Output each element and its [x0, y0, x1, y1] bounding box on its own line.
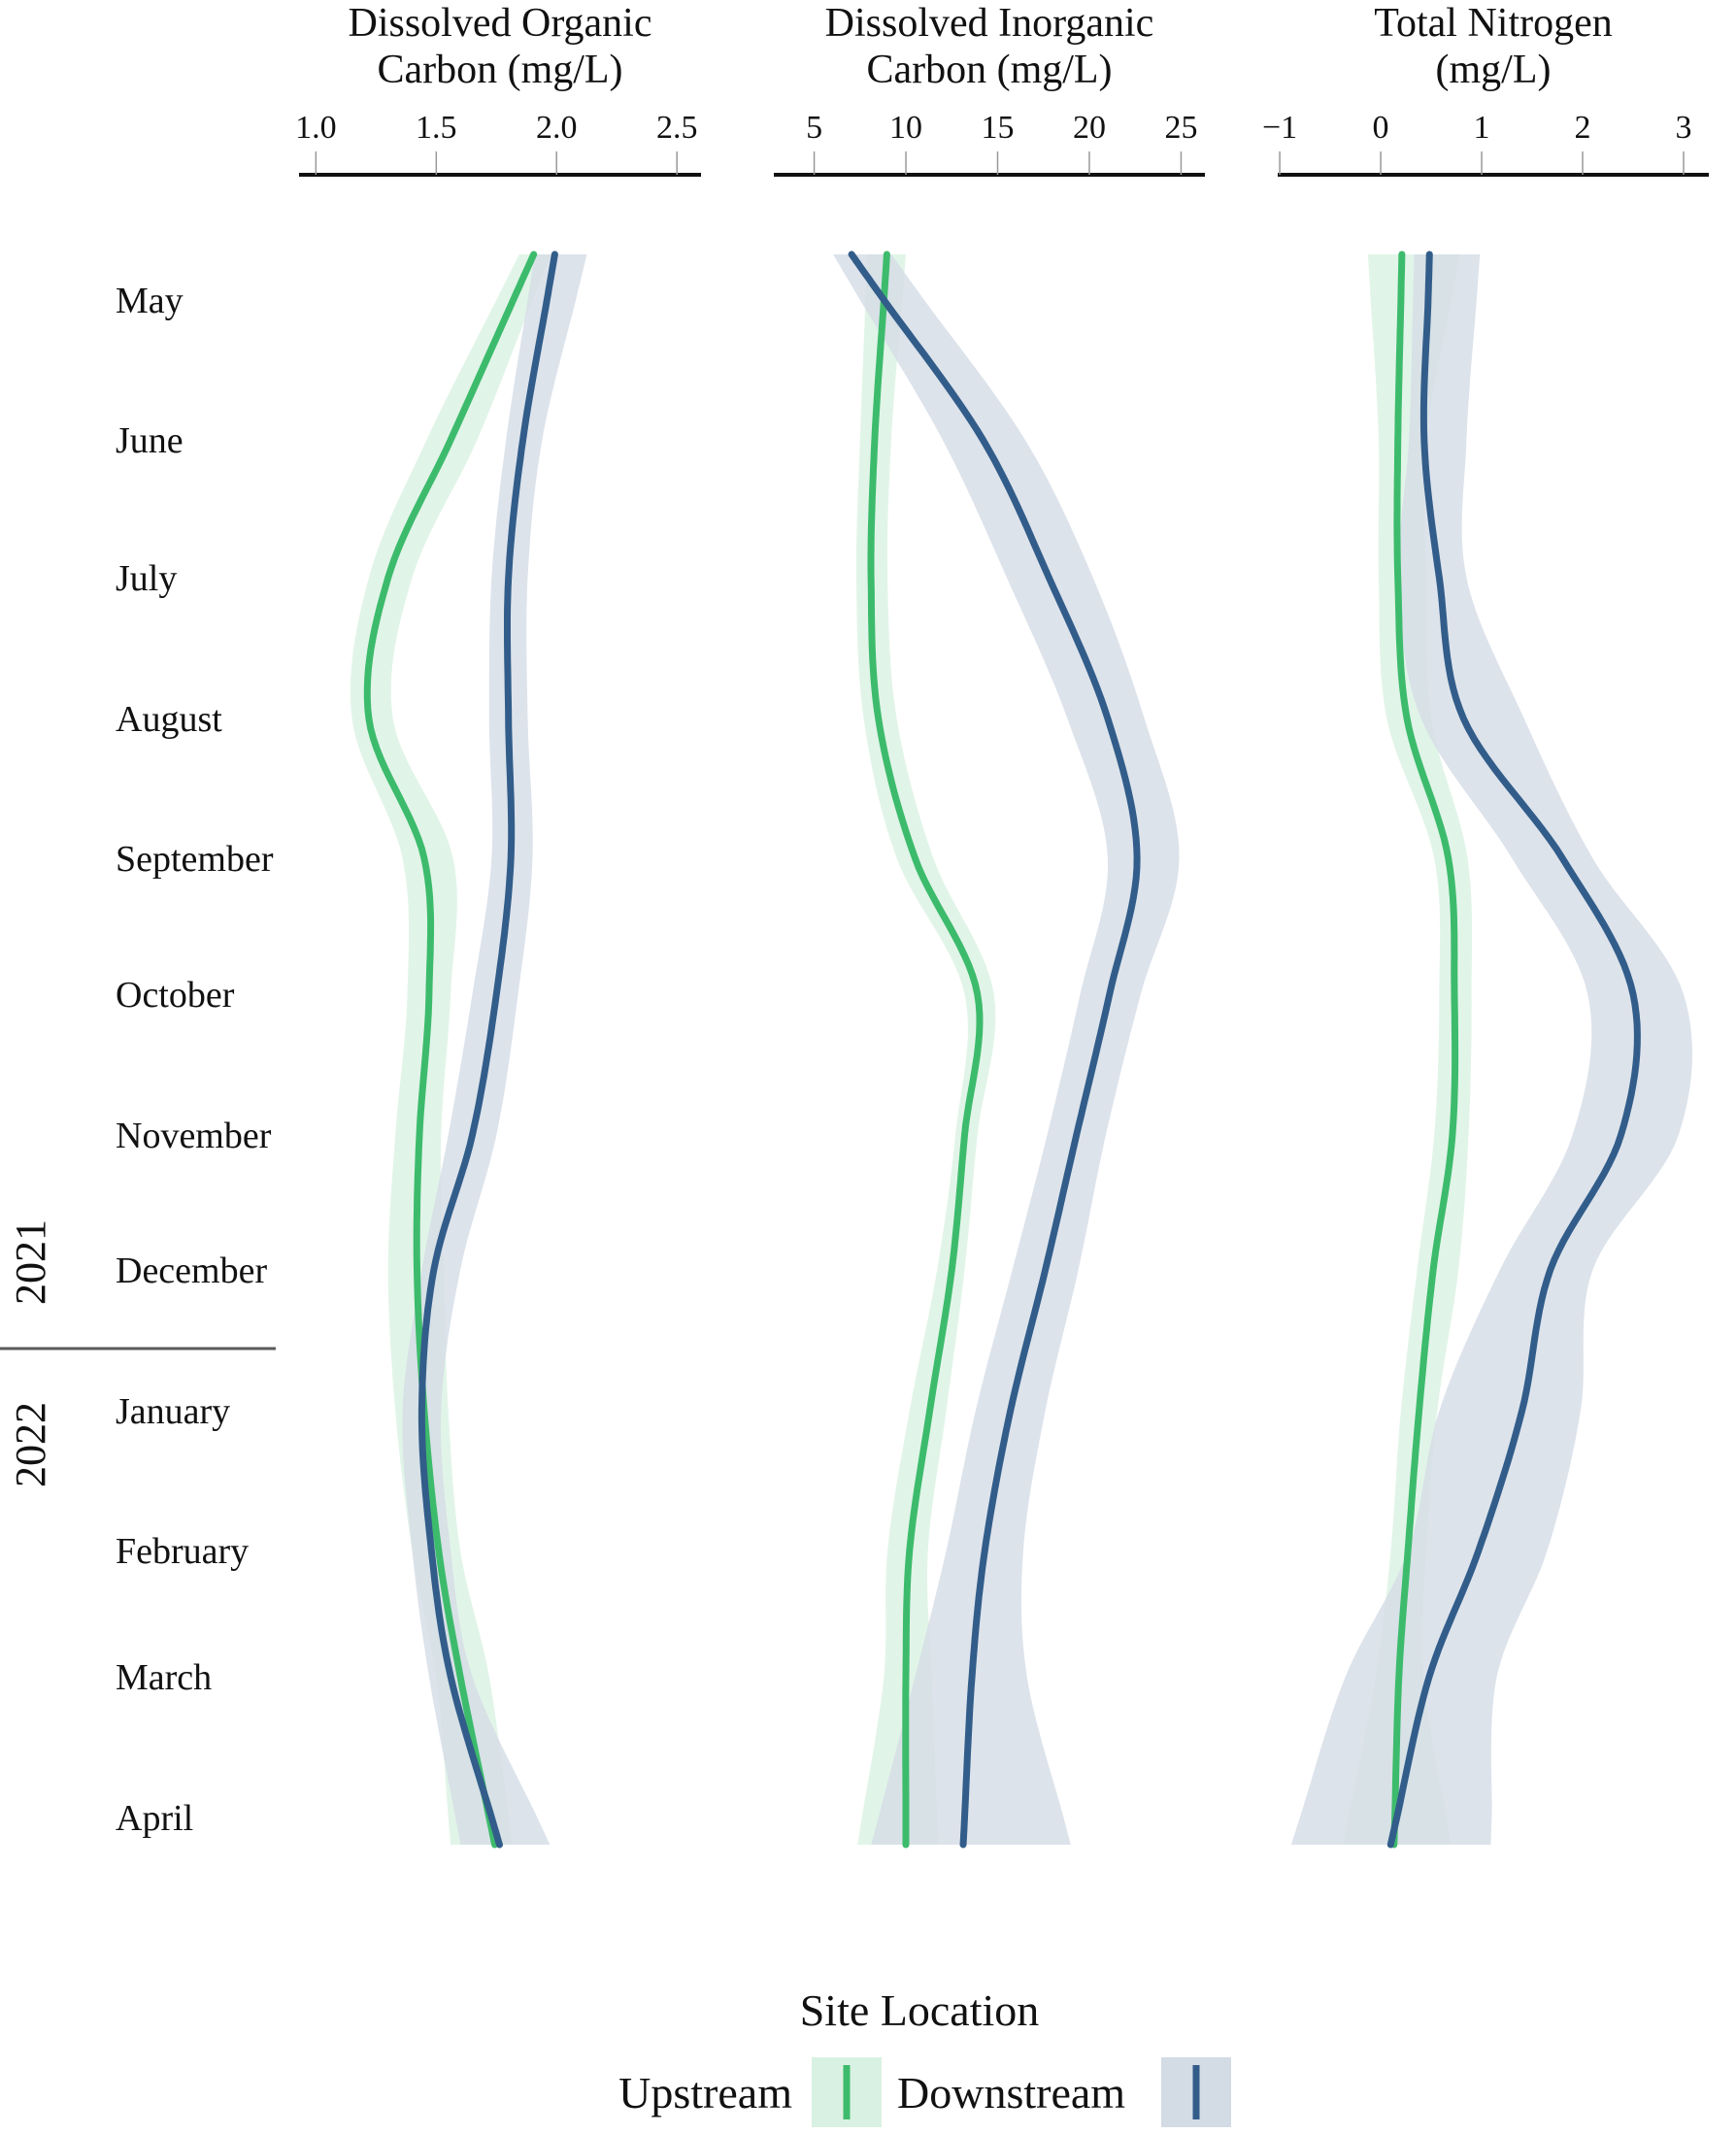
panel-3-tick-label-1: −1 — [1262, 110, 1297, 146]
panel-1-title-line-1: Dissolved Organic — [348, 1, 651, 46]
panel-1-title-line-2: Carbon (mg/L) — [377, 48, 622, 92]
panel-1-band-upstream — [350, 254, 551, 1845]
panel-2-title-line-1: Dissolved Inorganic — [825, 1, 1154, 46]
panel-2-line-downstream — [848, 250, 1141, 1849]
panel-2-tick-label-1: 5 — [806, 110, 822, 146]
legend: Site Location Upstream Downstream — [618, 1985, 1231, 2127]
month-label-september: September — [116, 839, 274, 880]
panel-1-band-downstream — [402, 254, 587, 1845]
panel-2-line-upstream — [867, 250, 984, 1849]
month-label-may: May — [116, 281, 184, 321]
panel-1-tick-label-1: 1.0 — [295, 110, 337, 146]
panel-3-title-line-2: (mg/L) — [1436, 48, 1552, 92]
panel-2-tick-label-4: 20 — [1073, 110, 1106, 146]
month-label-july: July — [116, 558, 177, 599]
panel-3-tick-label-5: 3 — [1676, 110, 1692, 146]
month-label-march: March — [116, 1657, 212, 1698]
month-label-april: April — [116, 1798, 193, 1839]
panel-2-tick-label-5: 25 — [1164, 110, 1197, 146]
legend-title: Site Location — [800, 1985, 1040, 2035]
panel-3-tick-label-4: 2 — [1575, 110, 1591, 146]
legend-label-downstream: Downstream — [897, 2068, 1125, 2117]
panel-3-line-upstream — [1390, 250, 1459, 1849]
year-label-2022: 2022 — [7, 1402, 54, 1487]
panel-1-line-upstream — [363, 250, 538, 1849]
month-label-december: December — [116, 1250, 267, 1291]
panel-3-title-line-1: Total Nitrogen — [1374, 1, 1613, 46]
panel-2-tick-label-3: 15 — [982, 110, 1015, 146]
year-label-2021: 2021 — [7, 1219, 54, 1305]
trend-lines — [363, 250, 1641, 1849]
month-label-august: August — [116, 699, 222, 740]
year-divider-group: 2021 2022 — [0, 1219, 276, 1487]
month-label-october: October — [116, 975, 235, 1016]
panel-3-line-downstream — [1386, 250, 1641, 1849]
panel-2-title-line-2: Carbon (mg/L) — [866, 48, 1112, 92]
legend-label-upstream: Upstream — [618, 2068, 792, 2117]
panel-3-tick-label-2: 0 — [1373, 110, 1389, 146]
panel-1-tick-label-2: 1.5 — [416, 110, 457, 146]
panel-2-band-upstream — [855, 254, 996, 1845]
panel-1-tick-label-3: 2.0 — [536, 110, 578, 146]
panel-2-tick-label-2: 10 — [889, 110, 922, 146]
top-axes: 1.0 1.5 2.0 2.5 5 10 15 20 25 −1 0 1 2 3 — [295, 110, 1709, 177]
panel-1-tick-label-4: 2.5 — [656, 110, 698, 146]
confidence-bands — [350, 254, 1693, 1845]
month-labels: May June July August September October Novembe… — [116, 281, 274, 1839]
panel-2-band-downstream — [833, 254, 1180, 1845]
panel-1-line-downstream — [417, 250, 558, 1849]
month-label-november: November — [116, 1116, 272, 1156]
panel-3-tick-label-3: 1 — [1474, 110, 1490, 146]
month-label-january: January — [116, 1391, 230, 1432]
month-label-february: February — [116, 1531, 249, 1572]
month-label-june: June — [116, 420, 184, 461]
panel-3-band-downstream — [1290, 254, 1693, 1845]
